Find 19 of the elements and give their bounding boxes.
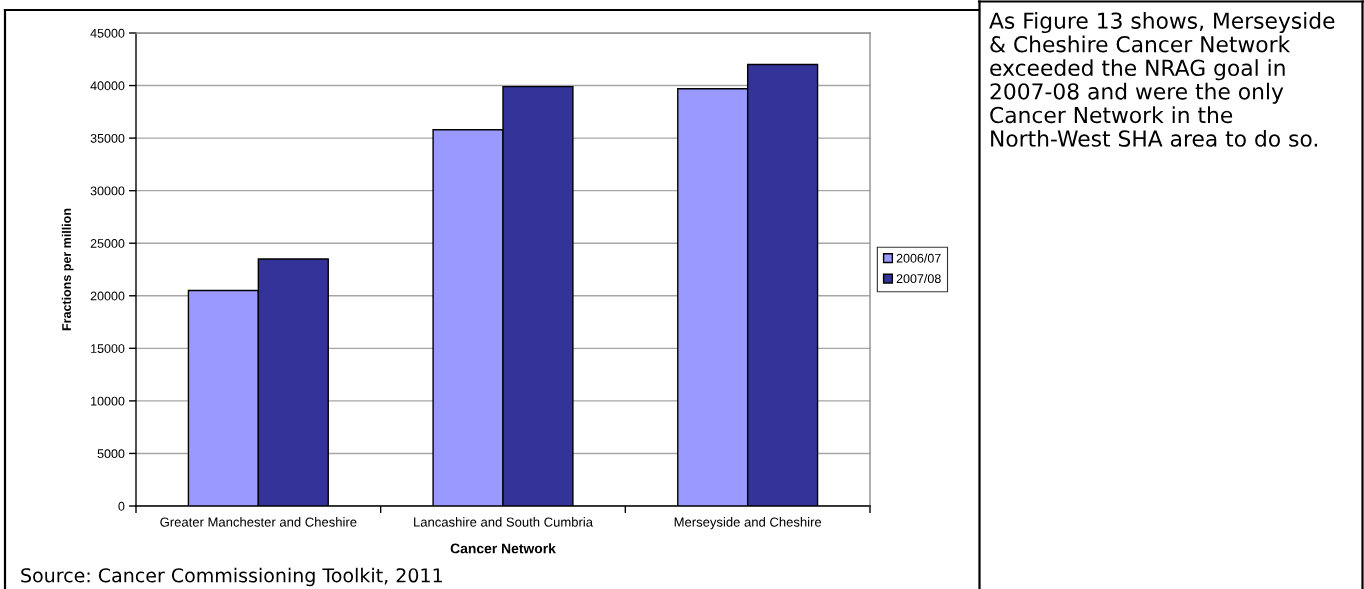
text: As Figure 13 shows, Merseyside & Cheshire Cancer Network exceeded the NRAG goal in 2007-08 and were the only Cancer Network in the North-West SHA area to do so.	[989, 12, 1335, 147]
y-tick-label: 10000	[91, 396, 125, 406]
y-tick-label: 35000	[90, 133, 125, 143]
y-tick-label: 40000	[90, 81, 125, 91]
y-tick-label: 45000	[90, 28, 125, 38]
y-tick-label: 0	[118, 501, 125, 511]
x-axis-title: Cancer Network	[450, 543, 556, 554]
y-tick-label: 25000	[90, 239, 125, 248]
source-note: Source: Cancer Commissioning Toolkit, 2011	[21, 567, 442, 587]
legend-label: 2006/07	[896, 253, 941, 263]
y-tick-label: 20000	[90, 291, 125, 301]
y-tick-label: 30000	[90, 186, 125, 196]
y-tick-label: 5000	[97, 449, 125, 459]
legend-label: 2007/08	[896, 273, 941, 284]
x-tick-label: Merseyside and Cheshire	[674, 517, 822, 530]
y-axis-title: Fractions per million	[61, 208, 74, 331]
y-tick-label: 15000	[91, 344, 125, 353]
x-tick-label: Lancashire and South Cumbria	[414, 517, 593, 527]
x-tick-label: Greater Manchester and Cheshire	[160, 517, 357, 527]
